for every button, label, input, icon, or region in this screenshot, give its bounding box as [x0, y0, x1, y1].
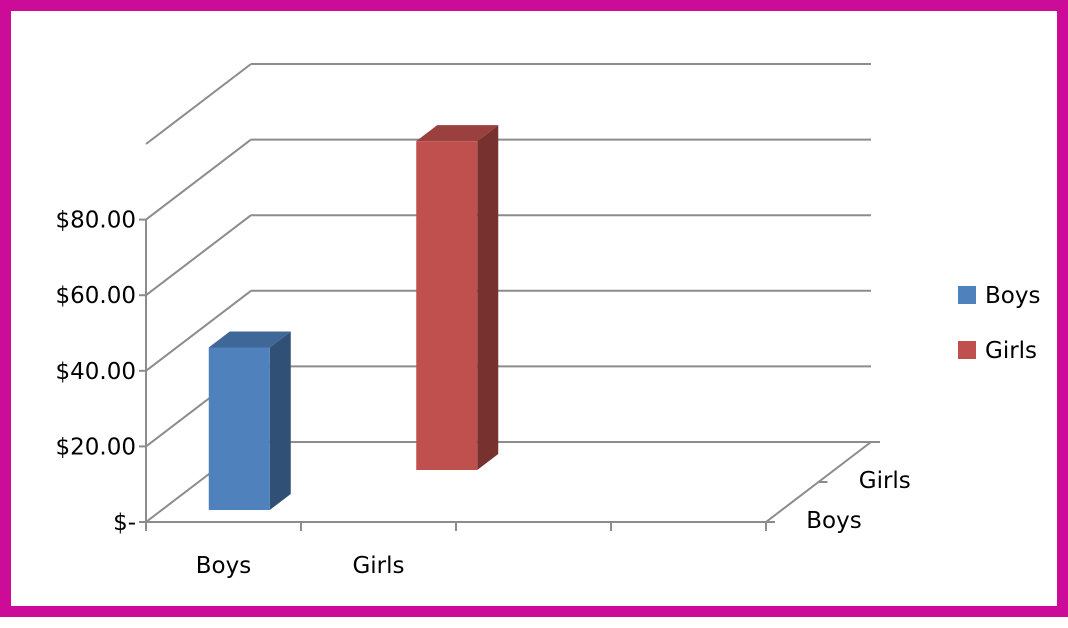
- bar-top-face: [208, 331, 291, 348]
- x-tick-label: Boys: [196, 553, 251, 579]
- x-tick-label: Girls: [352, 553, 404, 579]
- x-axis-tick-labels: Boys Girls: [196, 553, 405, 579]
- bar-top-face: [416, 125, 499, 142]
- bar-chart: $- $20.00 $40.00 $60.00 $80.00 Boys Girls Boy…: [56, 63, 1040, 579]
- bar-side-face: [269, 331, 291, 510]
- gridline-side: [145, 63, 252, 145]
- y-tick-label: $60.00: [56, 283, 136, 309]
- legend-swatch: [958, 341, 976, 359]
- gridlines: [145, 63, 871, 523]
- legend-swatch: [958, 286, 976, 304]
- bar-side-face: [477, 125, 499, 470]
- bar-front-face: [416, 141, 478, 470]
- axes: [139, 218, 880, 531]
- legend-label: Boys: [985, 283, 1040, 309]
- legend: Boys Girls: [958, 283, 1040, 364]
- y-tick-label: $40.00: [56, 359, 136, 385]
- depth-axis-tick-labels: Boys Girls: [806, 468, 911, 534]
- bars: [208, 125, 499, 510]
- depth-tick-label: Boys: [806, 508, 861, 534]
- bar-boys: [208, 331, 291, 510]
- legend-label: Girls: [985, 338, 1037, 364]
- gridline-side: [145, 214, 252, 296]
- y-axis-tick-labels: $- $20.00 $40.00 $60.00 $80.00: [56, 208, 136, 536]
- bar-front-face: [208, 347, 270, 510]
- y-tick-label: $-: [113, 510, 136, 536]
- chart-walls: [251, 441, 872, 523]
- gridline-side: [145, 138, 252, 221]
- bar-girls: [416, 125, 499, 470]
- y-tick-label: $80.00: [56, 208, 136, 234]
- depth-tick-label: Girls: [859, 468, 911, 494]
- y-tick-label: $20.00: [56, 434, 136, 460]
- gridline-side: [145, 290, 252, 372]
